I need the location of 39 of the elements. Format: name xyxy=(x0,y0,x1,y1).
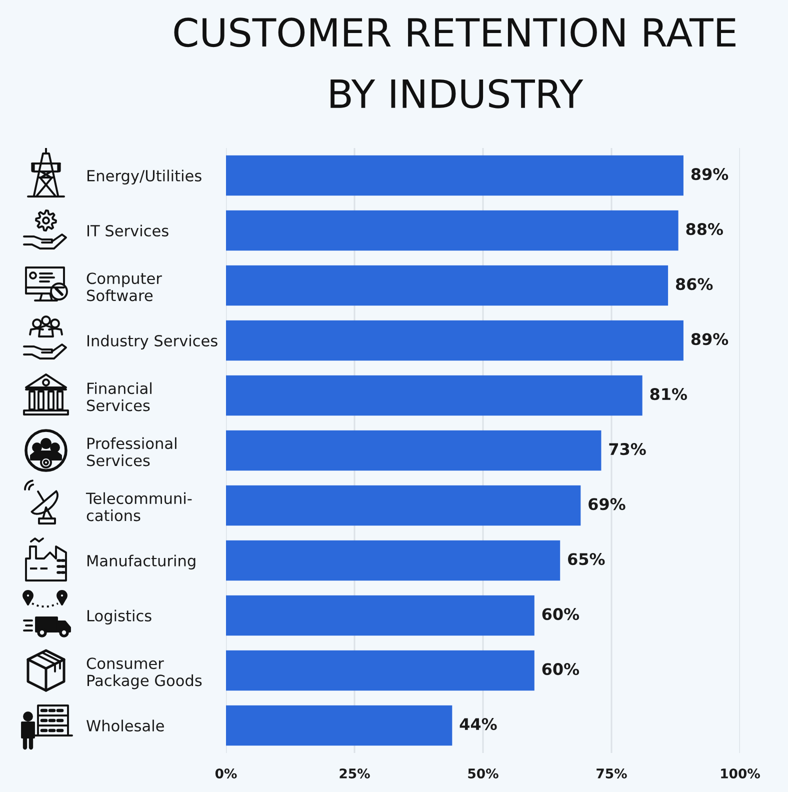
bar xyxy=(226,650,534,691)
bar xyxy=(226,265,668,306)
x-tick-label: 25% xyxy=(340,768,370,778)
bar xyxy=(226,320,684,361)
chart-title: CUSTOMER RETENTION RATE BY INDUSTRY xyxy=(174,18,736,108)
bar xyxy=(226,210,678,251)
x-tick-label: 75% xyxy=(596,768,627,778)
data-label: 86% xyxy=(676,278,713,290)
y-tick-label: Energy/Utilities xyxy=(88,170,202,184)
x-tick-label: 0% xyxy=(215,768,237,778)
data-label: 73% xyxy=(609,443,646,456)
y-tick-label: Logistics xyxy=(88,610,152,624)
y-tick-label: IT Services xyxy=(88,224,168,237)
bar xyxy=(226,485,581,526)
y-tick-label: Industry Services xyxy=(88,334,218,350)
data-label: 44% xyxy=(460,718,497,730)
y-tick-label: Telecommuni- cations xyxy=(86,492,192,522)
data-label: 88% xyxy=(686,223,723,236)
bar xyxy=(226,430,602,471)
x-tick-label: 50% xyxy=(468,768,498,778)
bar xyxy=(226,595,534,636)
bar xyxy=(226,705,452,746)
y-tick-label: Professional Services xyxy=(87,437,176,466)
data-label: 89% xyxy=(691,333,728,346)
x-tick-label: 100% xyxy=(721,768,760,778)
y-tick-label: Manufacturing xyxy=(88,554,196,570)
y-tick-label: Computer Software xyxy=(86,272,162,302)
data-label: 81% xyxy=(650,388,688,400)
y-tick-label: Financial Services xyxy=(87,382,152,412)
bar xyxy=(226,540,560,581)
data-label: 69% xyxy=(588,498,626,510)
bar xyxy=(226,155,684,196)
bar xyxy=(226,375,642,416)
data-label: 60% xyxy=(542,608,580,620)
y-tick-label: Consumer Package Goods xyxy=(86,658,202,690)
y-tick-label: Wholesale xyxy=(86,720,164,732)
data-label: 89% xyxy=(691,168,728,180)
data-label: 60% xyxy=(542,663,580,676)
data-label: 65% xyxy=(568,553,605,566)
